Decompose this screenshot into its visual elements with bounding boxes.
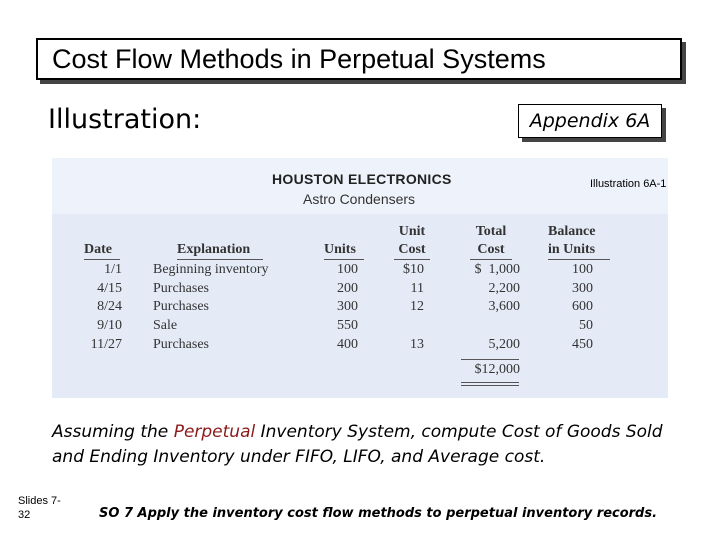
cell-date: 1/1 xyxy=(104,262,122,277)
column-header-balance-line2: in Units xyxy=(548,242,596,257)
column-header-balance-line1: Balance xyxy=(548,224,596,239)
cell-balance: 600 xyxy=(572,299,593,314)
column-header-unit-cost-line2: Cost xyxy=(398,242,426,257)
cell-unit-cost: $10 xyxy=(403,262,424,277)
column-header-balance: Balance in Units xyxy=(548,223,595,259)
question-highlight: Perpetual xyxy=(173,422,256,442)
header-underline-date xyxy=(84,259,120,260)
cell-units: 100 xyxy=(337,262,358,277)
header-underline-unit-cost xyxy=(394,259,430,260)
column-header-total-cost-line2: Cost xyxy=(477,242,505,257)
column-header-explanation: Explanation xyxy=(177,242,251,257)
total-rule xyxy=(461,359,519,360)
illustration-label: Illustration: xyxy=(48,104,202,135)
inventory-table-panel: HOUSTON ELECTRONICS Astro Condensers Ill… xyxy=(52,158,668,398)
study-objective: SO 7 Apply the inventory cost flow metho… xyxy=(99,506,658,521)
cell-units: 200 xyxy=(337,281,358,296)
cell-total-cost: 2,200 xyxy=(488,281,521,296)
table-row: 1/1 Beginning inventory 100 $10 $ 1,000 … xyxy=(52,262,668,280)
cell-explanation: Beginning inventory xyxy=(153,262,269,277)
cell-explanation: Purchases xyxy=(153,281,209,296)
exercise-question: Assuming the Perpetual Inventory System,… xyxy=(52,420,692,470)
table-row: 9/10 Sale 550 50 xyxy=(52,318,668,336)
cell-balance: 50 xyxy=(579,318,593,333)
slide-number: Slides 7- 32 xyxy=(18,494,61,522)
cell-explanation: Sale xyxy=(153,318,178,333)
cell-date: 11/27 xyxy=(90,337,122,352)
cell-total-cost: 3,600 xyxy=(488,299,521,314)
column-header-total-cost-line1: Total xyxy=(475,224,507,239)
appendix-badge: Appendix 6A xyxy=(518,104,662,138)
cell-balance: 300 xyxy=(572,281,593,296)
cell-date: 8/24 xyxy=(97,299,122,314)
column-header-unit-cost: Unit Cost xyxy=(394,223,430,259)
company-name: HOUSTON ELECTRONICS xyxy=(272,171,452,187)
cell-unit-cost: 13 xyxy=(410,337,424,352)
cell-units: 300 xyxy=(337,299,358,314)
cell-unit-cost: 12 xyxy=(410,299,424,314)
header-underline-units xyxy=(324,259,364,260)
total-double-rule-top xyxy=(461,382,519,383)
question-text-start: Assuming the xyxy=(52,422,174,442)
cell-total-cost: 5,200 xyxy=(488,337,521,352)
cell-explanation: Purchases xyxy=(153,299,209,314)
column-header-unit-cost-line1: Unit xyxy=(398,224,426,239)
cell-balance: 450 xyxy=(572,337,593,352)
table-row: 4/15 Purchases 200 11 2,200 300 xyxy=(52,281,668,299)
cell-units: 550 xyxy=(337,318,358,333)
cell-units: 400 xyxy=(337,337,358,352)
total-cost-value: $12,000 xyxy=(474,362,521,377)
header-underline-total-cost xyxy=(470,259,512,260)
product-name: Astro Condensers xyxy=(303,191,416,207)
slide-number-line2: 32 xyxy=(18,509,31,521)
cell-total-cost: $ 1,000 xyxy=(474,262,521,277)
slide-title-box: Cost Flow Methods in Perpetual Systems xyxy=(36,38,682,80)
question-text-end: Inventory System, compute Cost of Goods … xyxy=(52,422,663,467)
slide-title: Cost Flow Methods in Perpetual Systems xyxy=(52,44,546,74)
column-header-units: Units xyxy=(324,242,356,257)
table-header-band: HOUSTON ELECTRONICS Astro Condensers Ill… xyxy=(52,158,668,214)
header-underline-balance xyxy=(548,259,610,260)
column-header-total-cost: Total Cost xyxy=(470,223,512,259)
illustration-reference: Illustration 6A-1 xyxy=(590,178,667,190)
table-row: 11/27 Purchases 400 13 5,200 450 xyxy=(52,337,668,355)
table-row: 8/24 Purchases 300 12 3,600 600 xyxy=(52,299,668,317)
cell-balance: 100 xyxy=(572,262,593,277)
column-header-date: Date xyxy=(84,242,112,257)
cell-explanation: Purchases xyxy=(153,337,209,352)
total-double-rule-bottom xyxy=(461,385,519,386)
slide-number-line1: Slides 7- xyxy=(18,495,61,507)
cell-date: 9/10 xyxy=(97,318,122,333)
cell-unit-cost: 11 xyxy=(410,281,424,296)
header-underline-explanation xyxy=(177,259,263,260)
cell-date: 4/15 xyxy=(97,281,122,296)
